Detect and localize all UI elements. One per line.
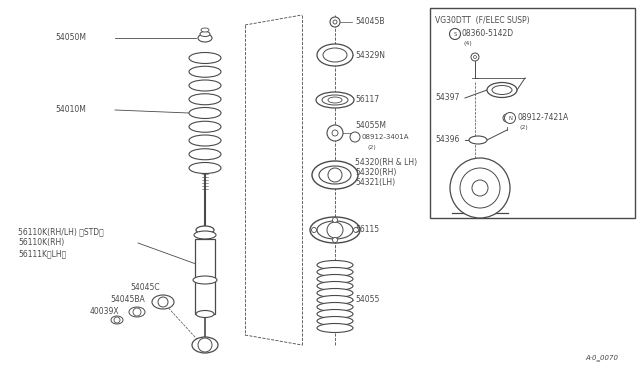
Circle shape — [333, 20, 337, 24]
Ellipse shape — [189, 94, 221, 105]
Ellipse shape — [317, 324, 353, 333]
Ellipse shape — [323, 48, 347, 62]
Ellipse shape — [189, 149, 221, 160]
Text: 08360-5142D: 08360-5142D — [462, 29, 514, 38]
Text: 54045B: 54045B — [355, 17, 385, 26]
Ellipse shape — [189, 66, 221, 77]
Ellipse shape — [317, 44, 353, 66]
Text: 08912-3401A: 08912-3401A — [361, 134, 408, 140]
Ellipse shape — [492, 86, 512, 94]
Ellipse shape — [192, 337, 218, 353]
Circle shape — [333, 237, 337, 243]
Text: 54055M: 54055M — [355, 122, 386, 131]
Circle shape — [353, 228, 358, 232]
Text: 54050M: 54050M — [55, 33, 86, 42]
Text: VG30DTT  (F/ELEC SUSP): VG30DTT (F/ELEC SUSP) — [435, 16, 530, 25]
Circle shape — [327, 222, 343, 238]
Circle shape — [474, 55, 477, 58]
Text: 56111K〈LH〉: 56111K〈LH〉 — [18, 250, 67, 259]
Circle shape — [332, 130, 338, 136]
Text: 56115: 56115 — [355, 225, 379, 234]
Ellipse shape — [317, 302, 353, 311]
Ellipse shape — [317, 317, 353, 326]
Ellipse shape — [317, 260, 353, 269]
Text: 54045C: 54045C — [130, 282, 159, 292]
Text: 54320(RH & LH): 54320(RH & LH) — [355, 158, 417, 167]
Circle shape — [503, 114, 511, 122]
Ellipse shape — [189, 163, 221, 173]
Text: 54329N: 54329N — [355, 51, 385, 60]
Ellipse shape — [317, 221, 353, 239]
Ellipse shape — [317, 275, 353, 283]
Ellipse shape — [317, 282, 353, 291]
Circle shape — [330, 17, 340, 27]
Text: 54397: 54397 — [435, 93, 460, 103]
Ellipse shape — [194, 231, 216, 239]
Circle shape — [471, 53, 479, 61]
Text: 54396: 54396 — [435, 135, 460, 144]
Ellipse shape — [469, 136, 487, 144]
Circle shape — [472, 180, 488, 196]
Ellipse shape — [317, 289, 353, 298]
Text: 54320(RH): 54320(RH) — [355, 169, 396, 177]
Circle shape — [450, 158, 510, 218]
Text: 56110K(RH/LH) 〈STD〉: 56110K(RH/LH) 〈STD〉 — [18, 228, 104, 237]
Text: S: S — [453, 32, 457, 36]
Bar — [430, 8, 635, 218]
Ellipse shape — [317, 267, 353, 276]
Circle shape — [133, 308, 141, 316]
Circle shape — [327, 125, 343, 141]
Text: 54321(LH): 54321(LH) — [355, 179, 395, 187]
Text: N: N — [508, 115, 512, 121]
Ellipse shape — [317, 310, 353, 318]
Ellipse shape — [310, 217, 360, 243]
Circle shape — [460, 168, 500, 208]
Ellipse shape — [111, 316, 123, 324]
Circle shape — [506, 116, 509, 119]
Ellipse shape — [129, 307, 145, 317]
Ellipse shape — [312, 161, 358, 189]
Ellipse shape — [316, 92, 354, 108]
Text: 54010M: 54010M — [55, 106, 86, 115]
Ellipse shape — [487, 83, 517, 97]
Text: (2): (2) — [520, 125, 529, 131]
Text: 54045BA: 54045BA — [110, 295, 145, 304]
Ellipse shape — [200, 32, 210, 36]
Text: 40039X: 40039X — [90, 307, 120, 315]
Ellipse shape — [152, 295, 174, 309]
Ellipse shape — [328, 97, 342, 103]
Text: N: N — [353, 135, 357, 140]
Ellipse shape — [317, 295, 353, 305]
Ellipse shape — [319, 166, 351, 184]
Ellipse shape — [189, 121, 221, 132]
Ellipse shape — [201, 28, 209, 32]
Ellipse shape — [196, 311, 214, 317]
Circle shape — [158, 297, 168, 307]
Circle shape — [328, 168, 342, 182]
Circle shape — [504, 112, 515, 124]
Text: (4): (4) — [464, 42, 473, 46]
Text: 56110K(RH): 56110K(RH) — [18, 238, 64, 247]
Circle shape — [198, 338, 212, 352]
Text: 56117: 56117 — [355, 96, 379, 105]
Ellipse shape — [189, 108, 221, 119]
Text: 08912-7421A: 08912-7421A — [517, 113, 568, 122]
Circle shape — [449, 29, 461, 39]
Ellipse shape — [189, 135, 221, 146]
Text: A·0‗0070: A·0‗0070 — [585, 355, 618, 361]
Ellipse shape — [189, 52, 221, 64]
Text: 54055: 54055 — [355, 295, 380, 305]
Circle shape — [350, 132, 360, 142]
Bar — [195, 239, 215, 314]
Ellipse shape — [189, 80, 221, 91]
Ellipse shape — [198, 34, 212, 42]
Ellipse shape — [193, 276, 217, 284]
Circle shape — [333, 218, 337, 222]
Ellipse shape — [322, 95, 348, 105]
Text: (2): (2) — [368, 145, 377, 151]
Circle shape — [114, 317, 120, 323]
Circle shape — [312, 228, 317, 232]
Ellipse shape — [196, 226, 214, 234]
